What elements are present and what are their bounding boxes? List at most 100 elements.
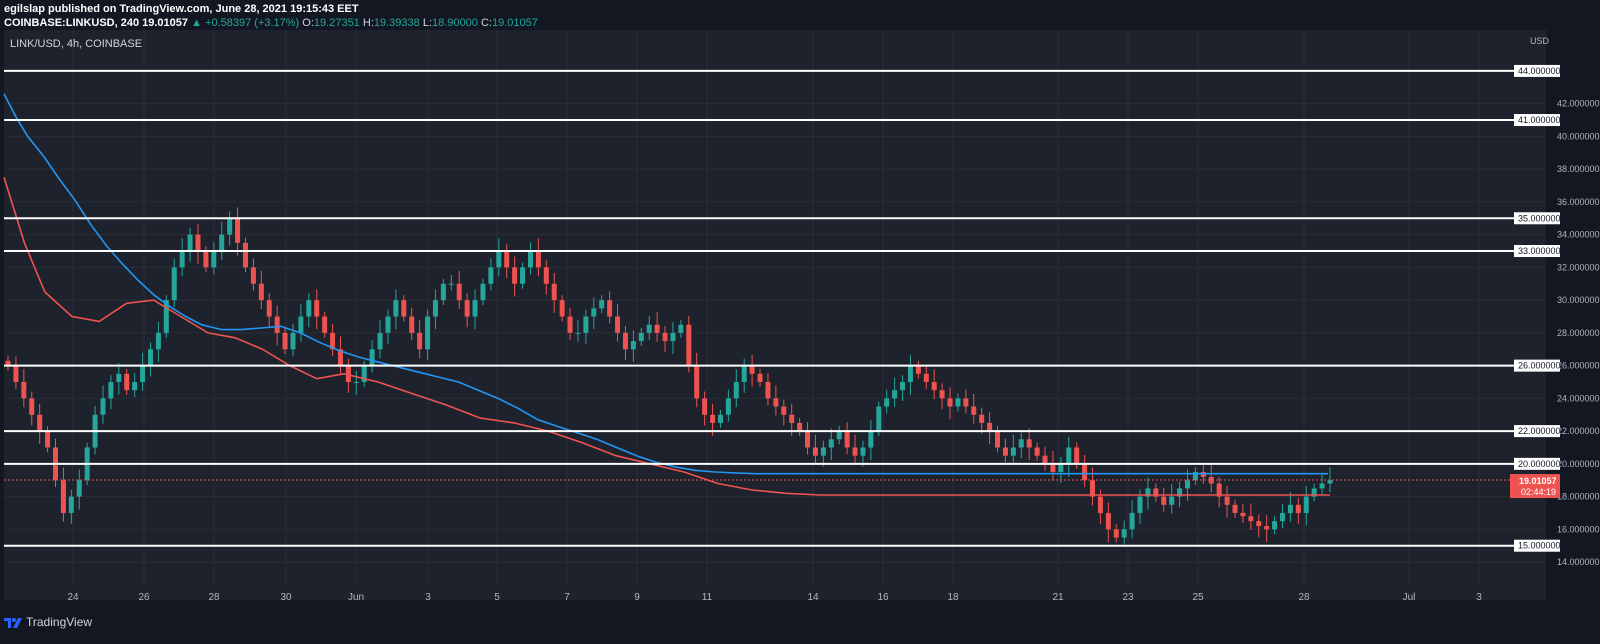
level-tag xyxy=(1514,539,1560,552)
publish-info: egilslap published on TradingView.com, J… xyxy=(4,3,359,15)
level-tag-label: 20.000000 xyxy=(1518,459,1561,469)
candle-body xyxy=(654,324,660,333)
candle-body xyxy=(520,267,526,284)
y-tick-label: 32.000000 xyxy=(1557,262,1600,272)
candle-body xyxy=(345,365,351,382)
candle-body xyxy=(116,373,122,382)
candle-body xyxy=(805,431,811,448)
x-tick-label: 24 xyxy=(67,592,79,603)
candle-body xyxy=(330,332,336,350)
level-tag-label: 26.000000 xyxy=(1518,361,1561,371)
candle-body xyxy=(607,300,613,317)
candle-body xyxy=(1074,447,1080,464)
open-value: 19.27351 xyxy=(313,17,360,29)
candle-body xyxy=(773,398,779,407)
publisher-line: egilslap published on TradingView.com, J… xyxy=(4,3,359,15)
candle-body xyxy=(1042,455,1048,464)
candle-body xyxy=(417,332,423,350)
candle-body xyxy=(820,447,826,456)
x-tick-label: 5 xyxy=(494,592,500,603)
candle-body xyxy=(797,422,803,432)
candle-body xyxy=(37,414,43,432)
x-tick-label: 11 xyxy=(702,592,713,603)
candle-body xyxy=(314,300,320,317)
candle-body xyxy=(440,283,446,301)
candle-body xyxy=(1002,447,1008,456)
candle-body xyxy=(140,365,146,382)
candle-body xyxy=(488,267,494,284)
x-tick-label: 21 xyxy=(1052,592,1064,603)
candle-body xyxy=(1272,521,1278,530)
level-tag-label: 41.000000 xyxy=(1518,115,1561,125)
candle-body xyxy=(108,381,114,399)
candle-body xyxy=(76,480,82,497)
candle-body xyxy=(1256,521,1262,527)
candle-body xyxy=(781,406,787,415)
candle-body xyxy=(480,283,486,301)
candle-body xyxy=(29,398,35,415)
candle-body xyxy=(559,300,565,317)
level-tag xyxy=(1514,359,1560,372)
x-tick-label: 28 xyxy=(208,592,220,603)
candle-body xyxy=(155,332,161,350)
price-change: ▲ +0.58397 (+3.17%) xyxy=(191,17,300,29)
candle-body xyxy=(1034,447,1040,456)
candle-body xyxy=(1097,496,1103,513)
candle-body xyxy=(710,414,716,423)
candle-body xyxy=(1137,496,1143,513)
candle-body xyxy=(432,300,438,317)
candle-body xyxy=(5,360,11,366)
candle-body xyxy=(1105,512,1111,530)
candle-body xyxy=(409,316,415,333)
candle-body xyxy=(717,414,723,423)
level-tag xyxy=(1514,212,1560,225)
candle-body xyxy=(353,381,359,383)
y-tick-label: 38.000000 xyxy=(1557,164,1600,174)
candle-body xyxy=(686,324,692,366)
candle-body xyxy=(1208,476,1214,484)
candle-body xyxy=(527,251,533,268)
candle-body xyxy=(1319,483,1325,489)
footer-brand: TradingView xyxy=(26,615,93,629)
x-tick-label: 18 xyxy=(947,592,959,603)
candle-body xyxy=(187,234,193,252)
y-tick-label: 34.000000 xyxy=(1557,230,1600,240)
candle-body xyxy=(789,414,795,423)
y-tick-label: 26.000000 xyxy=(1557,361,1600,371)
candle-body xyxy=(13,365,19,382)
candle-body xyxy=(227,218,233,235)
candle-body xyxy=(892,390,898,399)
close-value: 19.01057 xyxy=(491,17,538,29)
level-tag-label: 35.000000 xyxy=(1518,213,1561,223)
level-tag xyxy=(1514,457,1560,470)
y-tick-label: 22.000000 xyxy=(1557,426,1600,436)
candle-body xyxy=(385,316,391,333)
candle-body xyxy=(258,283,264,301)
candle-body xyxy=(876,406,882,432)
candle-body xyxy=(844,431,850,448)
x-tick-label: 23 xyxy=(1122,592,1134,603)
candle-body xyxy=(1129,512,1135,530)
candle-body xyxy=(678,324,684,333)
candle-body xyxy=(147,349,153,366)
y-tick-label: 16.000000 xyxy=(1557,524,1600,534)
candle-body xyxy=(393,300,399,317)
candle-body xyxy=(377,332,383,350)
candle-body xyxy=(1050,463,1056,473)
x-tick-label: 30 xyxy=(280,592,292,603)
candle-body xyxy=(1145,488,1151,497)
candle-body xyxy=(828,439,834,448)
candle-body xyxy=(955,398,961,407)
chart-symbol-label: LINK/USD, 4h, COINBASE xyxy=(10,38,143,50)
candle-body xyxy=(21,381,27,399)
candle-body xyxy=(812,447,818,456)
candle-body xyxy=(45,431,51,448)
candle-body xyxy=(852,447,858,456)
y-tick-label: 42.000000 xyxy=(1557,99,1600,109)
candle-body xyxy=(583,316,589,333)
candle-body xyxy=(1066,447,1072,464)
candle-body xyxy=(274,316,280,333)
candle-body xyxy=(1192,472,1198,481)
candle-body xyxy=(575,332,581,334)
current-price-value: 19.01057 xyxy=(1519,476,1557,486)
